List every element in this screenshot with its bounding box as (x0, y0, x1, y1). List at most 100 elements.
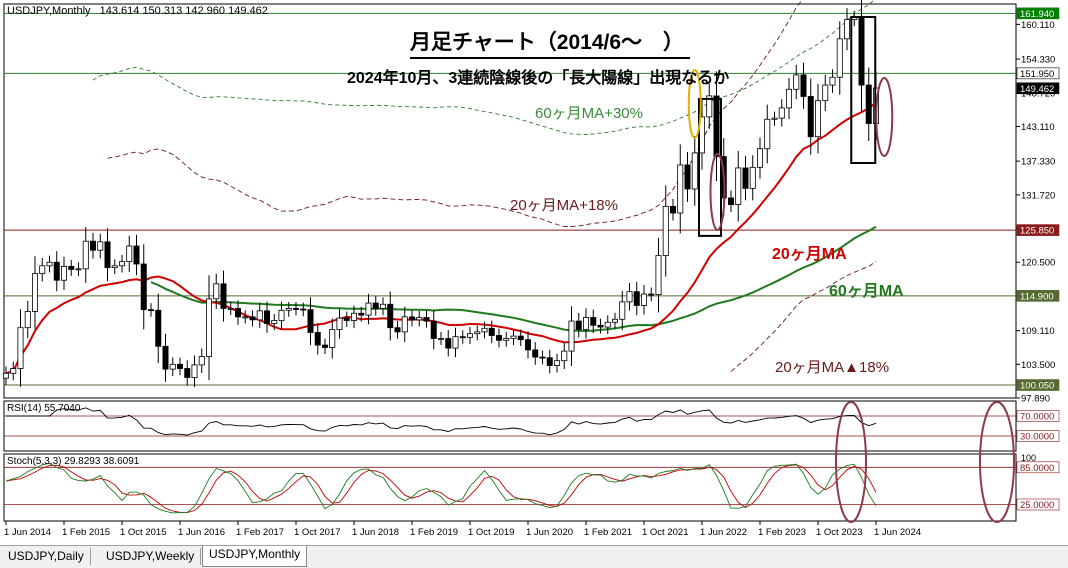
candle-up (822, 84, 829, 102)
price-level-label: 161.940 (1020, 9, 1054, 20)
candle-down (372, 302, 379, 309)
candle-up (641, 293, 648, 306)
candle-down (525, 339, 532, 351)
highlight-ellipse (709, 153, 726, 231)
candle-up (119, 261, 126, 267)
candle-up (836, 38, 843, 78)
price-chart[interactable]: 160.110154.330148.720143.110137.330131.7… (0, 0, 1068, 545)
price-level-label: 125.850 (1020, 226, 1054, 237)
candle-up (583, 317, 590, 330)
stoch-main-line (5, 462, 877, 514)
candle-up (169, 363, 176, 370)
ma60-label: 60ヶ月MA (829, 283, 904, 300)
candle-down (495, 335, 502, 341)
candle-down (314, 332, 321, 346)
candle-up (271, 320, 278, 324)
candle-down (343, 317, 350, 321)
rsi-line (6, 407, 877, 436)
candle-up (786, 88, 793, 109)
price-level-label: 114.900 (1020, 291, 1054, 302)
candle-up (619, 301, 626, 320)
rsi-level-box (1016, 430, 1060, 442)
candle-up (82, 240, 89, 270)
price-level-box (1016, 82, 1060, 95)
stoch-level-box (1016, 498, 1060, 511)
candle-down (807, 96, 814, 138)
candle-down (532, 349, 539, 358)
candle-down (865, 84, 872, 124)
candle-down (387, 303, 394, 329)
stoch-level-label: 85.0000 (1020, 463, 1054, 474)
x-tick-label: 1 Oct 2019 (468, 527, 514, 538)
x-tick-label: 1 Jun 2020 (526, 527, 573, 538)
y-tick-label: 160.110 (1021, 20, 1055, 31)
candle-up (111, 265, 118, 269)
candle-up (256, 310, 263, 321)
candle-down (445, 338, 452, 349)
highlight-ellipse (875, 77, 894, 157)
highlight-ellipse (687, 69, 702, 139)
candle-up (612, 318, 619, 323)
candle-down (517, 335, 524, 341)
x-tick-label: 1 Jun 2016 (178, 527, 225, 538)
candle-up (829, 76, 836, 86)
candle-up (604, 321, 611, 328)
candle-up (17, 327, 24, 369)
ma20-plus18-label: 20ヶ月MA+18% (510, 197, 618, 214)
candle-up (285, 308, 292, 311)
highlight-rectangle (850, 16, 877, 164)
candle-down (104, 241, 111, 269)
candle-up (3, 372, 9, 379)
candle-up (75, 268, 82, 271)
x-tick-label: 1 Oct 2017 (294, 527, 340, 538)
candle-down (234, 308, 241, 318)
symbol-info: USDJPY,Monthly 143.614 150.313 142.960 1… (7, 5, 268, 17)
y-tick-label: 154.330 (1021, 55, 1055, 66)
tab-usdjpy-monthly[interactable]: USDJPY,Monthly (202, 546, 308, 567)
candle-down (263, 310, 270, 324)
candle-down (90, 240, 97, 251)
candle-up (771, 117, 778, 120)
tab-usdjpy-weekly[interactable]: USDJPY,Weekly (100, 548, 202, 565)
x-tick-label: 1 Jun 2024 (874, 527, 921, 538)
stoch-top-tick: 100 (1021, 453, 1036, 463)
highlight-rectangle (698, 97, 722, 237)
candle-up (655, 255, 662, 296)
ohlc-values: 143.614 150.313 142.960 149.462 (99, 5, 268, 17)
rsi-label: RSI(14) 55.7040 (7, 403, 81, 414)
candle-down (633, 291, 640, 306)
symbol-name: USDJPY,Monthly (7, 5, 91, 17)
x-tick-label: 1 Jun 2022 (700, 527, 747, 538)
candle-up (466, 333, 473, 338)
candle-down (220, 283, 227, 309)
candle-down (539, 356, 546, 359)
stoch-signal-line (5, 464, 877, 514)
candle-up (503, 338, 510, 341)
highlight-ellipse (835, 401, 867, 523)
candle-up (778, 107, 785, 119)
y-tick-label: 109.110 (1021, 326, 1055, 337)
candle-up (561, 350, 568, 362)
price-level-box (1016, 7, 1060, 20)
candle-up (474, 331, 481, 335)
candle-up (735, 167, 742, 205)
candle-down (358, 312, 365, 316)
candle-down (155, 309, 162, 347)
ma60-plus30-line (92, 0, 876, 135)
price-level-box (1016, 379, 1060, 391)
candle-down (670, 205, 677, 214)
candle-up (757, 148, 764, 168)
price-level-box (1016, 67, 1060, 80)
ma20-label: 20ヶ月MA (772, 246, 847, 263)
candle-down (728, 197, 735, 205)
tab-usdjpy-daily[interactable]: USDJPY,Daily (2, 548, 91, 565)
candle-down (459, 336, 466, 339)
candle-up (242, 316, 249, 319)
candle-up (205, 298, 212, 357)
candle-down (176, 363, 183, 369)
candle-up (416, 317, 423, 321)
rsi-level-box (1016, 410, 1060, 422)
candle-up (227, 308, 234, 310)
candle-up (691, 152, 698, 190)
